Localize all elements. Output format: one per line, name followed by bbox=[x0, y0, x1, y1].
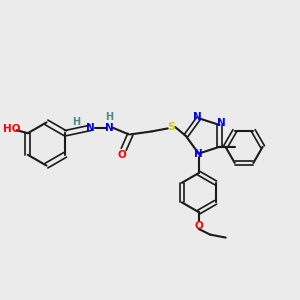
Text: HO: HO bbox=[2, 124, 20, 134]
Text: O: O bbox=[194, 221, 203, 232]
Text: H: H bbox=[105, 112, 113, 122]
Text: H: H bbox=[72, 117, 80, 127]
Text: N: N bbox=[217, 118, 225, 128]
Text: N: N bbox=[105, 123, 114, 133]
Text: S: S bbox=[167, 122, 175, 132]
Text: N: N bbox=[86, 123, 95, 133]
Text: N: N bbox=[194, 148, 203, 159]
Text: N: N bbox=[193, 112, 202, 122]
Text: O: O bbox=[118, 150, 127, 161]
